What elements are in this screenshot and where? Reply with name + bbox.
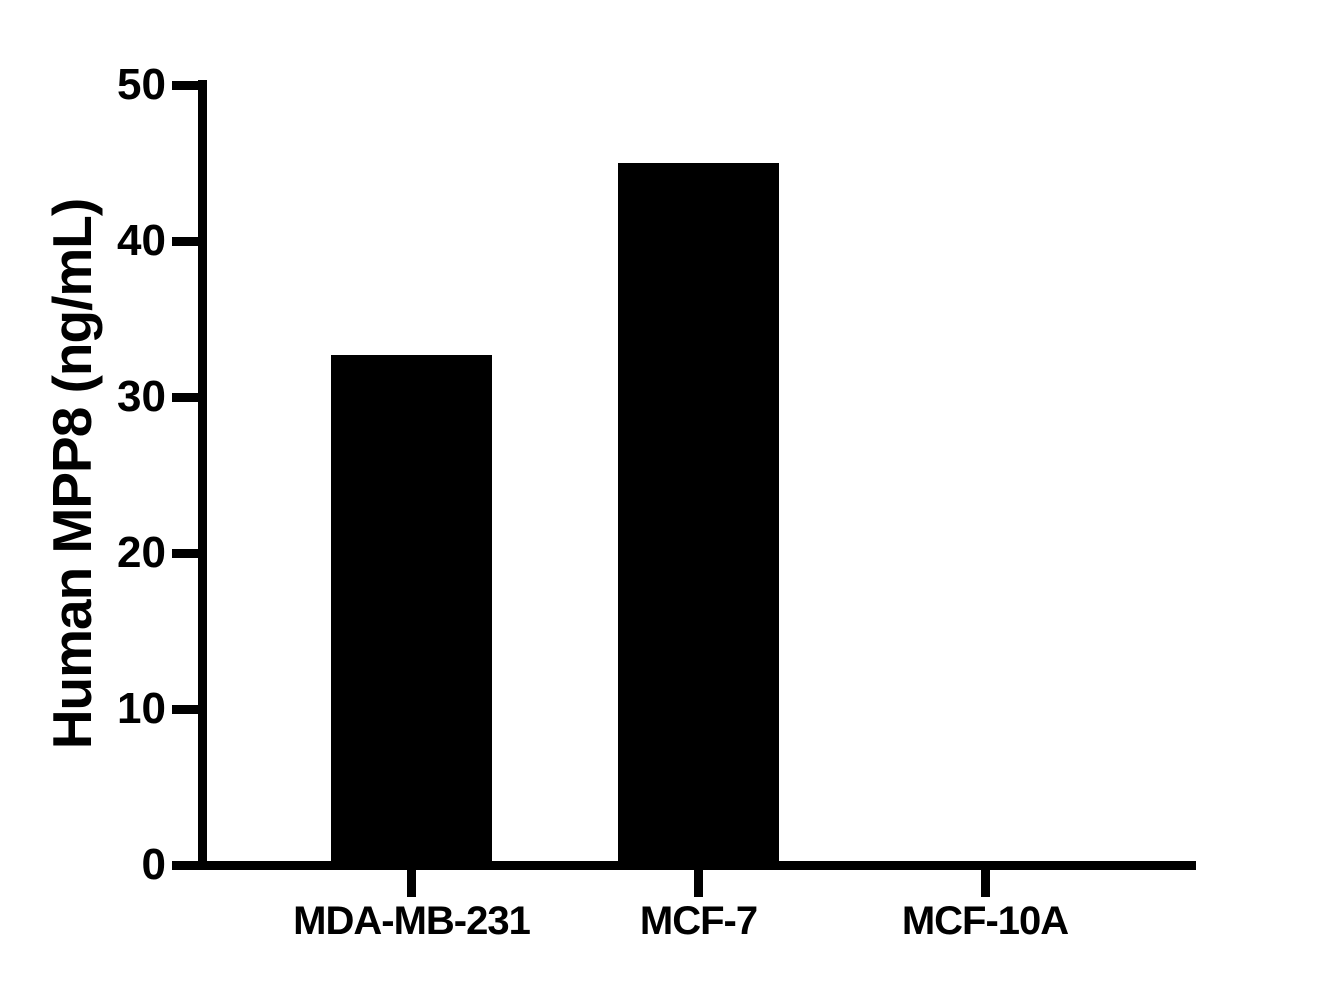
y-tick <box>172 236 199 246</box>
y-tick-label: 50 <box>117 60 166 109</box>
x-tick-label: MCF-10A <box>901 899 1069 943</box>
y-tick-label: 10 <box>117 684 166 733</box>
y-tick-label: 0 <box>141 840 166 889</box>
bar-MDA-MB-231 <box>331 354 492 865</box>
y-axis-line <box>198 80 207 870</box>
y-tick <box>172 392 199 402</box>
y-tick-label: 20 <box>117 528 166 577</box>
y-tick <box>172 80 199 90</box>
y-tick <box>172 704 199 714</box>
x-axis-line <box>198 861 1196 870</box>
y-axis-title: Human MPP8 (ng/mL) <box>41 198 103 750</box>
x-tick-label: MCF-7 <box>639 899 758 943</box>
y-tick-label: 30 <box>117 372 166 421</box>
x-tick-label: MDA-MB-231 <box>293 899 531 943</box>
x-tick <box>694 870 703 897</box>
x-tick <box>980 870 990 897</box>
y-tick <box>172 860 199 870</box>
bar-MCF-7 <box>618 163 779 865</box>
y-tick <box>172 548 199 558</box>
y-tick-label: 40 <box>117 216 166 265</box>
x-tick <box>407 870 416 897</box>
